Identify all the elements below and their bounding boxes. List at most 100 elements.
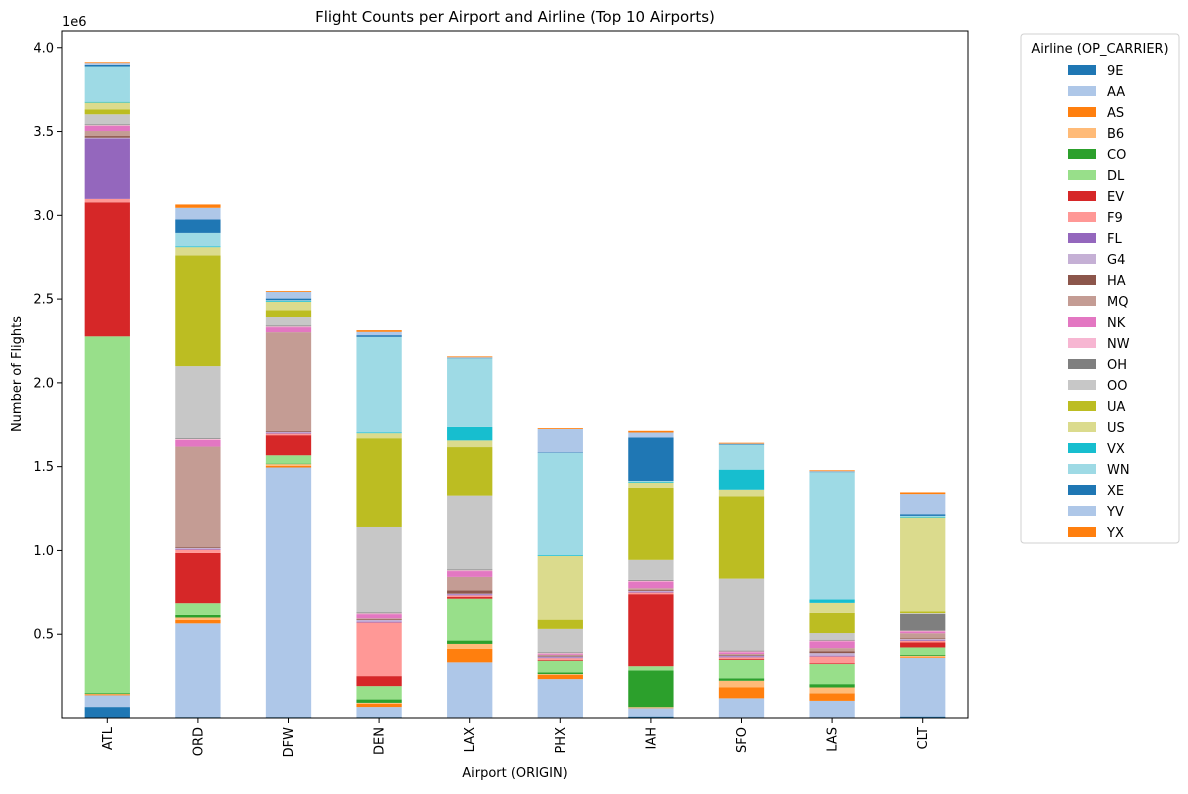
bar-segment-clt-g4 (900, 639, 945, 640)
chart-title: Flight Counts per Airport and Airline (T… (315, 8, 715, 26)
bar-segment-phx-dl (538, 661, 583, 673)
bar-segment-den-g4 (356, 620, 401, 622)
bar-segment-clt-mq (900, 633, 945, 638)
bar-segment-den-f9 (356, 622, 401, 676)
bar-segment-ord-f9 (175, 550, 220, 553)
bar-segment-las-wn (809, 472, 854, 599)
bar-segment-sfo-aa (719, 698, 764, 717)
bar-segment-lax-yv (447, 357, 492, 358)
bar-segment-sfo-co (719, 678, 764, 681)
bar-segment-sfo-oh (719, 651, 764, 652)
bar-segment-ord-ev (175, 553, 220, 603)
legend-label-b6: B6 (1107, 127, 1124, 142)
legend-swatch-9e (1068, 65, 1096, 75)
legend-swatch-ev (1068, 191, 1096, 201)
bar-segment-dfw-dl (266, 455, 311, 463)
bar-segment-phx-oo (538, 629, 583, 652)
x-tick-label: DFW (282, 727, 297, 757)
bar-segment-lax-yx (447, 356, 492, 357)
bar-segment-lax-wn (447, 358, 492, 427)
bar-segment-iah-aa (628, 708, 673, 716)
bar-segment-phx-co (538, 672, 583, 674)
legend-label-dl: DL (1107, 169, 1125, 184)
bar-segment-sfo-ua (719, 496, 764, 578)
bar-segment-den-oo (356, 527, 401, 612)
bar-segment-atl-oh (85, 124, 130, 125)
bar-segment-clt-oo (900, 613, 945, 614)
bar-segment-ord-g4 (175, 548, 220, 549)
legend-label-fl: FL (1107, 232, 1122, 247)
bar-segment-las-us (809, 603, 854, 613)
bar-segment-den-xe (356, 335, 401, 337)
bar-segment-clt-yx (900, 492, 945, 494)
bar-segment-clt-us (900, 518, 945, 612)
bar-segment-phx-b6 (538, 674, 583, 675)
bar-segment-ord-mq (175, 447, 220, 548)
bar-segment-phx-ha (538, 656, 583, 657)
x-tick-label: LAS (826, 727, 841, 752)
bar-segment-phx-as (538, 675, 583, 679)
legend-swatch-dl (1068, 170, 1096, 180)
bar-segment-den-yx (356, 330, 401, 332)
legend-swatch-ha (1068, 275, 1096, 285)
legend-label-as: AS (1107, 106, 1124, 121)
bar-segment-lax-mq (447, 577, 492, 590)
legend-label-yv: YV (1106, 505, 1124, 520)
bar-segment-sfo-b6 (719, 681, 764, 688)
bar-segment-phx-yv (538, 429, 583, 452)
bar-segment-phx-nw (538, 653, 583, 654)
y-axis-title: Number of Flights (10, 316, 25, 432)
legend-label-co: CO (1107, 148, 1126, 163)
bar-segment-clt-ha (900, 638, 945, 639)
bar-segment-dfw-oh (266, 325, 311, 326)
legend-label-nw: NW (1107, 337, 1130, 352)
bar-segment-sfo-as (719, 688, 764, 699)
bar-segment-lax-fl (447, 595, 492, 596)
bar-segment-lax-ua (447, 447, 492, 496)
legend-swatch-oo (1068, 380, 1096, 390)
x-tick-label: LAX (463, 727, 478, 752)
bar-segment-sfo-nw (719, 651, 764, 652)
bar-segment-las-yv (809, 471, 854, 472)
bar-segment-iah-nk (628, 582, 673, 589)
bar-segment-den-yv (356, 332, 401, 335)
legend-label-mq: MQ (1107, 295, 1128, 310)
bar-segment-dfw-us (266, 302, 311, 310)
legend-label-ua: UA (1107, 400, 1126, 415)
bar-segment-sfo-wn (719, 445, 764, 470)
legend-swatch-wn (1068, 464, 1096, 474)
bar-segment-phx-f9 (538, 658, 583, 660)
bar-segment-phx-ua (538, 620, 583, 629)
bar-segment-iah-ua (628, 488, 673, 560)
legend-swatch-us (1068, 422, 1096, 432)
bar-segment-las-ua (809, 613, 854, 633)
bar-segment-las-ha (809, 651, 854, 653)
bar-segment-atl-wn (85, 67, 130, 102)
bar-segment-iah-co (628, 670, 673, 707)
bar-segment-ord-dl (175, 603, 220, 615)
bars-layer (85, 62, 946, 718)
bar-segment-lax-oh (447, 569, 492, 570)
legend-swatch-fl (1068, 233, 1096, 243)
legend-label-us: US (1107, 421, 1125, 436)
bar-segment-iah-mq (628, 588, 673, 590)
bar-segment-las-mq (809, 648, 854, 651)
bar-segment-atl-us (85, 103, 130, 110)
bar-segment-dfw-nw (266, 326, 311, 327)
bar-segment-phx-g4 (538, 657, 583, 658)
bar-segment-iah-oh (628, 580, 673, 581)
bar-segment-atl-ha (85, 136, 130, 138)
bar-segment-lax-ha (447, 590, 492, 593)
legend-swatch-ua (1068, 401, 1096, 411)
bar-segment-atl-yx (85, 62, 130, 63)
bar-segment-iah-us (628, 483, 673, 488)
bar-segment-den-co (356, 700, 401, 703)
legend-label-ev: EV (1107, 190, 1124, 205)
x-tick-label: SFO (735, 727, 750, 753)
bar-segment-atl-ev (85, 202, 130, 336)
legend-frame (1021, 34, 1179, 543)
legend: Airline (OP_CARRIER) 9EAAASB6CODLEVF9FLG… (1021, 34, 1179, 543)
bar-segment-sfo-nk (719, 652, 764, 654)
bar-segment-den-wn (356, 337, 401, 433)
